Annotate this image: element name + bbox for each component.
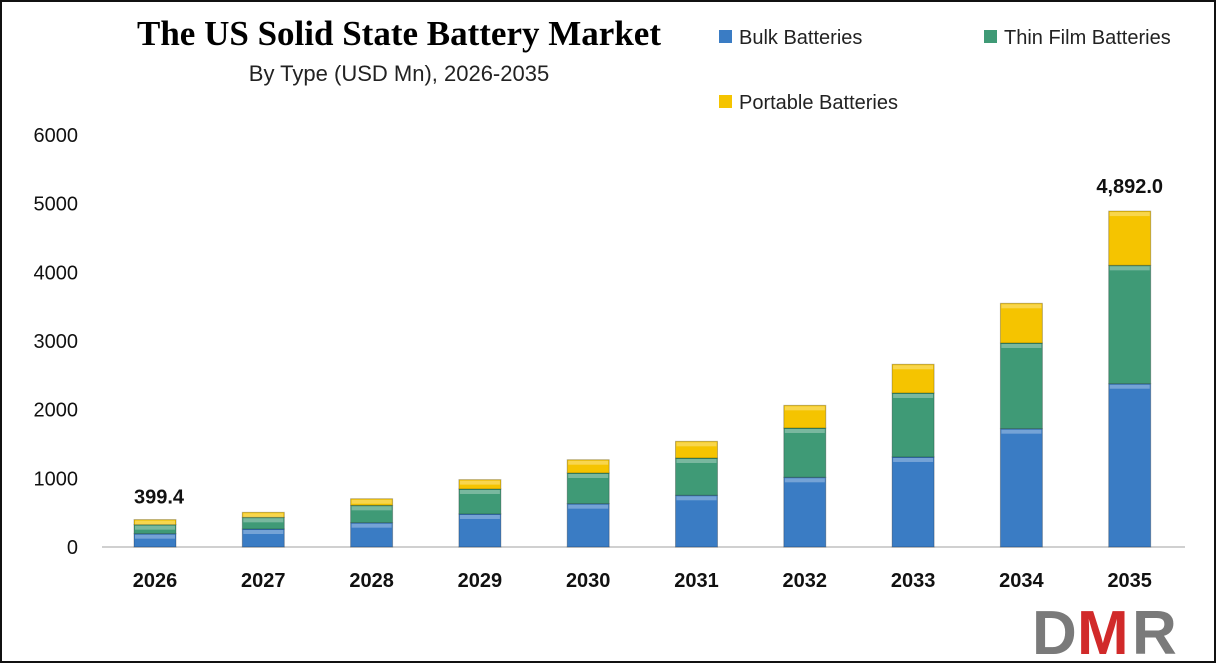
bar-segment-portable-batteries	[1108, 210, 1152, 266]
logo-d: D	[1032, 599, 1077, 663]
legend-label-bulk: Bulk Batteries	[739, 27, 862, 49]
bar-segment-portable-batteries	[783, 404, 827, 429]
bar-segment-portable-batteries	[675, 440, 718, 459]
bar-segment-thin-film-batteries	[783, 427, 827, 478]
x-tick-label: 2028	[349, 570, 394, 592]
x-tick-label: 2026	[133, 570, 178, 592]
y-tick-label: 2000	[34, 400, 79, 422]
bar-segment-portable-batteries	[891, 363, 935, 394]
bar-segment-portable-batteries	[999, 302, 1043, 344]
bar-segment-thin-film-batteries	[675, 457, 718, 496]
chart-subtitle: By Type (USD Mn), 2026-2035	[249, 61, 549, 86]
logo-m: M	[1077, 599, 1129, 663]
x-tick-label: 2031	[674, 570, 719, 592]
x-tick-label: 2030	[566, 570, 611, 592]
bar-bevel-highlight	[459, 489, 500, 494]
data-labels: 399.4 4,892.0	[134, 176, 1163, 509]
bar-bevel-highlight	[1109, 266, 1150, 271]
bar-segment-thin-film-batteries	[458, 488, 502, 515]
y-tick-label: 4000	[34, 262, 79, 284]
bar-bevel-highlight	[243, 513, 284, 518]
y-tick-label: 1000	[34, 468, 79, 490]
bar-bevel-highlight	[135, 525, 175, 530]
x-tick-label: 2027	[241, 570, 286, 592]
bar-bevel-highlight	[1001, 304, 1042, 309]
x-tick-label: 2034	[999, 570, 1044, 592]
legend-swatch-thin-film	[984, 30, 997, 43]
bar-segment-bulk-batteries	[783, 476, 827, 548]
y-axis: 0 1000 2000 3000 4000 5000 6000	[34, 125, 79, 559]
bar-bevel-highlight	[351, 506, 392, 511]
x-axis: 2026 2027 2028 2029 2030 2031 2032 2033 2034 2035	[133, 570, 1152, 592]
bar-segment-thin-film-batteries	[1108, 264, 1152, 385]
bar-bevel-highlight	[893, 393, 934, 398]
bar-bevel-highlight	[568, 460, 609, 465]
bar-segment-bulk-batteries	[675, 494, 718, 548]
bar-segment-thin-film-batteries	[566, 472, 610, 505]
x-tick-label: 2033	[891, 570, 936, 592]
data-label-total: 399.4	[134, 487, 185, 509]
bar-bevel-highlight	[351, 499, 392, 504]
legend-swatch-portable	[719, 95, 732, 108]
y-tick-label: 3000	[34, 331, 79, 353]
x-tick-label: 2029	[458, 570, 503, 592]
bar-bevel-highlight	[135, 534, 175, 539]
bar-segment-portable-batteries	[350, 498, 394, 506]
bar-bevel-highlight	[243, 518, 284, 523]
bar-bevel-highlight	[676, 442, 717, 447]
bar-bevel-highlight	[568, 504, 609, 509]
bar-bevel-highlight	[893, 457, 934, 462]
data-label-total: 4,892.0	[1096, 176, 1163, 198]
bar-segment-bulk-batteries	[1108, 383, 1152, 548]
bar-bevel-highlight	[1001, 343, 1042, 348]
bar-bevel-highlight	[351, 523, 392, 528]
bar-segment-portable-batteries	[458, 479, 502, 490]
bar-segment-bulk-batteries	[566, 503, 610, 548]
bar-bevel-highlight	[1109, 384, 1150, 389]
bar-bevel-highlight	[243, 530, 284, 535]
bar-segment-portable-batteries	[241, 511, 285, 518]
bar-bevel-highlight	[568, 473, 609, 478]
bar-bevel-highlight	[676, 496, 717, 501]
y-tick-label: 0	[67, 537, 78, 559]
y-tick-label: 5000	[34, 194, 79, 216]
bar-bevel-highlight	[784, 478, 825, 483]
bar-segment-thin-film-batteries	[891, 392, 935, 458]
bar-segment-bulk-batteries	[458, 513, 502, 548]
bar-segment-portable-batteries	[133, 519, 177, 526]
bar-bevel-highlight	[1001, 429, 1042, 434]
bar-segment-bulk-batteries	[891, 456, 935, 548]
bar-bevel-highlight	[1109, 212, 1150, 217]
bar-bevel-highlight	[893, 365, 934, 370]
legend-swatch-bulk	[719, 30, 732, 43]
bars	[133, 210, 1152, 548]
x-tick-label: 2035	[1107, 570, 1152, 592]
x-tick-label: 2032	[783, 570, 828, 592]
y-tick-label: 6000	[34, 125, 79, 147]
bar-bevel-highlight	[784, 429, 825, 434]
legend-label-thin-film: Thin Film Batteries	[1004, 27, 1171, 49]
legend-label-portable: Portable Batteries	[739, 92, 898, 114]
bar-bevel-highlight	[459, 514, 500, 519]
chart-title: The US Solid State Battery Market	[137, 14, 661, 53]
dmr-logo: D M R	[1032, 599, 1177, 663]
bar-bevel-highlight	[135, 520, 175, 525]
bar-segment-portable-batteries	[566, 459, 610, 474]
legend: Bulk Batteries Thin Film Batteries Porta…	[719, 27, 1171, 114]
bar-bevel-highlight	[784, 406, 825, 411]
logo-r: R	[1132, 599, 1177, 663]
bar-segment-thin-film-batteries	[999, 342, 1043, 430]
bar-segment-bulk-batteries	[999, 428, 1043, 548]
bar-bevel-highlight	[676, 459, 717, 464]
bar-bevel-highlight	[459, 480, 500, 485]
